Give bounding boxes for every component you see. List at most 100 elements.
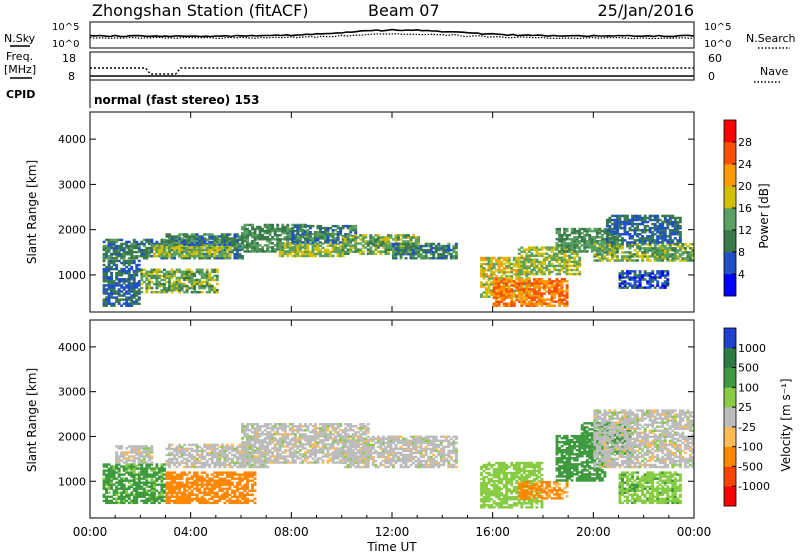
velocity-cell	[208, 451, 212, 455]
power-cell	[560, 298, 564, 301]
power-cell	[105, 292, 109, 295]
power-cell	[354, 250, 358, 253]
velocity-cell	[150, 463, 154, 466]
power-cell	[492, 296, 496, 299]
power-cell	[135, 263, 139, 267]
power-cell	[535, 266, 539, 270]
velocity-cell	[251, 487, 254, 490]
velocity-region-2	[165, 471, 257, 505]
power-cell	[193, 290, 197, 294]
power-cell	[671, 243, 675, 246]
power-cell	[117, 250, 121, 254]
power-cell	[311, 244, 315, 248]
power-cell	[658, 241, 662, 244]
power-cell	[495, 294, 499, 297]
power-cell	[180, 248, 184, 252]
power-cell	[437, 257, 441, 260]
power-cell	[686, 257, 690, 260]
power-cell	[623, 218, 627, 222]
power-cell	[155, 254, 159, 258]
power-cell	[215, 237, 219, 240]
power-cell	[137, 280, 141, 283]
velocity-cell	[168, 453, 171, 457]
power-cell	[610, 245, 614, 248]
velocity-cell	[120, 481, 124, 484]
power-cell	[271, 227, 275, 231]
power-cell	[570, 248, 574, 251]
power-cell	[555, 264, 559, 268]
power-cell	[190, 248, 194, 252]
power-cell	[515, 256, 519, 260]
power-cell	[522, 290, 526, 293]
power-cell	[190, 284, 194, 288]
power-cell	[324, 248, 327, 252]
velocity-cell	[238, 493, 242, 497]
power-cbar-swatch	[724, 120, 736, 143]
power-cell	[492, 256, 496, 260]
power-cell	[210, 237, 214, 240]
power-cell	[321, 237, 325, 240]
power-cell	[578, 235, 582, 239]
velocity-cell	[130, 459, 134, 462]
power-cell	[507, 292, 511, 295]
power-cell	[681, 245, 685, 248]
power-cell	[525, 256, 529, 260]
velocity-cell	[233, 473, 237, 476]
power-cell	[643, 286, 647, 289]
power-cell	[127, 302, 131, 305]
velocity-cell	[160, 493, 164, 497]
power-cell	[256, 244, 260, 247]
power-cell	[175, 250, 179, 254]
power-cell	[560, 300, 564, 303]
power-cell	[553, 292, 556, 295]
power-cell	[162, 268, 166, 271]
power-cell	[286, 233, 290, 237]
power-cell	[122, 261, 126, 265]
power-cell	[203, 280, 207, 284]
power-cell	[168, 246, 171, 250]
velocity-cell	[180, 491, 184, 494]
power-cell	[142, 254, 146, 258]
power-cell	[595, 235, 599, 239]
power-cell	[676, 222, 680, 226]
power-cell	[608, 233, 612, 236]
power-cell	[666, 257, 670, 260]
velocity-cell	[220, 471, 224, 474]
power-cell	[432, 250, 436, 254]
power-cell	[454, 246, 458, 250]
power-cell	[532, 268, 536, 272]
power-cell	[218, 235, 222, 238]
power-cell	[663, 255, 667, 258]
power-cell	[334, 239, 338, 242]
power-cell	[319, 241, 322, 244]
power-cell	[545, 280, 549, 283]
power-cell	[631, 276, 634, 279]
power-cell	[200, 237, 204, 240]
power-cell	[283, 246, 287, 250]
velocity-cell	[157, 471, 161, 474]
power-cell	[147, 278, 151, 282]
power-cell	[152, 242, 156, 246]
power-cell	[535, 282, 539, 285]
power-cell	[334, 250, 338, 254]
velocity-cell	[132, 477, 136, 480]
power-cell	[434, 244, 438, 248]
power-cell	[298, 242, 302, 245]
power-cell	[407, 244, 411, 247]
power-cell	[419, 252, 423, 256]
power-cell	[636, 284, 640, 287]
power-cell	[615, 214, 619, 218]
power-cell	[311, 254, 315, 258]
power-cell	[248, 244, 252, 247]
power-cell	[273, 244, 277, 247]
power-cell	[565, 304, 569, 307]
power-cell	[651, 226, 655, 230]
power-cell	[615, 222, 619, 226]
power-cell	[678, 249, 682, 252]
velocity-cell	[188, 487, 192, 490]
power-cell	[626, 251, 629, 254]
power-cell	[638, 249, 642, 252]
power-cell	[520, 266, 524, 270]
power-cell	[598, 257, 602, 260]
power-cell	[505, 266, 509, 270]
